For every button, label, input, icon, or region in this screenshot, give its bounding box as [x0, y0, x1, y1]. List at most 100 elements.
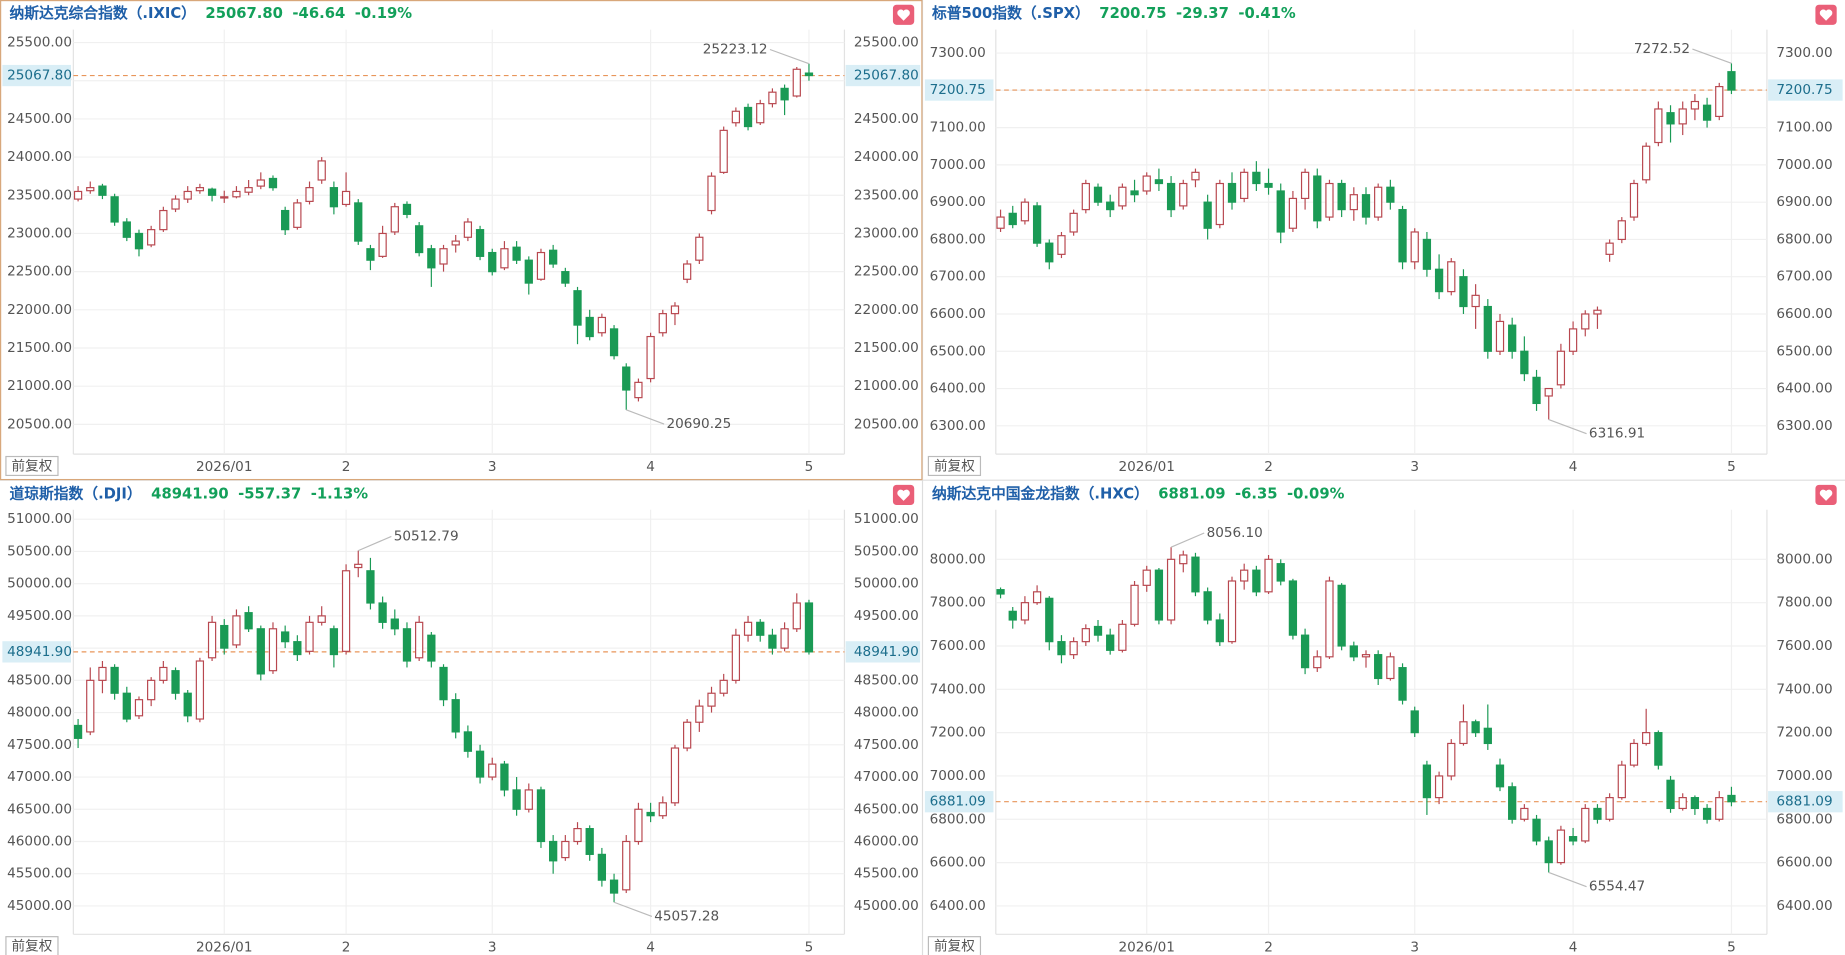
- y-tick-label-right: 6500.00: [1776, 343, 1832, 359]
- candle-body: [1276, 563, 1285, 582]
- candle-body: [293, 641, 302, 656]
- y-tick-label-right: 8000.00: [1776, 551, 1832, 567]
- candle-body: [1727, 71, 1736, 91]
- adjust-button-label[interactable]: 前复权: [934, 938, 975, 955]
- candle-body: [1252, 569, 1261, 593]
- candle-body: [1154, 569, 1164, 621]
- candle-body: [1325, 580, 1334, 658]
- y-tick-label: 23000.00: [7, 225, 72, 241]
- candle-body: [1471, 294, 1480, 308]
- candle-body: [1142, 175, 1151, 192]
- candle-body: [585, 316, 594, 338]
- candle-body: [1337, 182, 1346, 211]
- y-tick-label: 22500.00: [7, 264, 72, 280]
- candle-body: [1264, 182, 1273, 188]
- adjust-button-bg[interactable]: [5, 936, 59, 955]
- chart-panel: 6300.00 6300.00 6400.00 6400.00 6500.00 6500.…: [924, 4, 1843, 477]
- header-change-percent: -0.41%: [1238, 5, 1296, 22]
- x-tick-label: 4: [646, 939, 655, 955]
- last-price-tag-bg: [1768, 79, 1843, 101]
- candle-body: [1118, 623, 1127, 651]
- candle-body: [731, 634, 741, 681]
- favorite-button[interactable]: [892, 4, 915, 25]
- candle-body: [232, 615, 241, 646]
- candle-body: [1045, 242, 1054, 263]
- candle-body: [98, 666, 107, 681]
- candle-body: [1508, 324, 1517, 352]
- y-tick-label-right: 6700.00: [1776, 269, 1832, 285]
- candle-body: [536, 251, 546, 280]
- candle-body: [658, 313, 667, 334]
- favorite-heart[interactable]: [897, 489, 910, 501]
- candle-body: [73, 724, 83, 739]
- candle-body: [232, 190, 241, 198]
- candle-body: [1495, 320, 1505, 352]
- candle-body: [183, 692, 192, 717]
- header-price: 6881.09: [1158, 485, 1225, 502]
- adjust-button-label[interactable]: 前复权: [934, 458, 975, 475]
- adjust-button[interactable]: 前复权: [927, 455, 982, 477]
- y-tick-label-right: 20500.00: [854, 416, 919, 432]
- candle-body: [1349, 194, 1358, 211]
- x-tick-label: 2: [1264, 459, 1273, 475]
- adjust-button-label[interactable]: 前复权: [12, 458, 53, 475]
- x-tick-label: 2026/01: [196, 459, 252, 475]
- candle-body: [1032, 205, 1042, 244]
- y-tick-label: 6600.00: [930, 306, 986, 322]
- y-tick-label-right: 7100.00: [1776, 120, 1832, 136]
- candle-body: [1422, 238, 1432, 270]
- adjust-button-label[interactable]: 前复权: [12, 938, 53, 955]
- favorite-heart[interactable]: [1819, 489, 1833, 501]
- candle-body: [1532, 376, 1541, 405]
- adjust-button[interactable]: 前复权: [5, 936, 59, 955]
- candle-body: [451, 240, 460, 246]
- candle-body: [780, 87, 789, 101]
- y-tick-label: 20500.00: [7, 416, 72, 432]
- candle-body: [1568, 836, 1578, 842]
- y-tick-label: 23500.00: [7, 187, 72, 203]
- favorite-heart[interactable]: [1819, 9, 1833, 21]
- y-tick-label: 21000.00: [7, 378, 72, 394]
- adjust-button[interactable]: 前复权: [5, 455, 59, 477]
- x-tick-label: 3: [1410, 459, 1419, 475]
- y-tick-label-right: 50500.00: [854, 543, 919, 559]
- candle-body: [1008, 610, 1017, 621]
- candle-body: [561, 271, 570, 284]
- candle-body: [1398, 667, 1407, 701]
- candle-body: [1106, 634, 1115, 651]
- y-tick-label: 45000.00: [7, 898, 72, 914]
- high-annotation: 7272.52: [1634, 41, 1690, 57]
- candle-body: [1410, 710, 1419, 734]
- candle-body: [86, 679, 95, 733]
- candle-body: [305, 621, 314, 652]
- adjust-button-bg[interactable]: [5, 455, 59, 477]
- favorite-heart[interactable]: [897, 9, 910, 21]
- x-tick-label: 2026/01: [1118, 459, 1174, 475]
- y-tick-label: 50000.00: [7, 576, 72, 592]
- candle-body: [305, 187, 314, 202]
- annotation-leader: [626, 409, 665, 425]
- adjust-button[interactable]: 前复权: [927, 936, 982, 955]
- candle-body: [996, 216, 1005, 229]
- y-tick-label-right: 48500.00: [854, 672, 919, 688]
- annotation-leader: [1548, 871, 1587, 888]
- y-tick-label: 51000.00: [7, 511, 72, 527]
- candle-body: [996, 589, 1005, 595]
- candle-body: [293, 202, 302, 228]
- candle-body: [1337, 584, 1346, 647]
- favorite-button[interactable]: [892, 484, 915, 505]
- candle-body: [585, 828, 594, 855]
- candle-body: [341, 570, 351, 652]
- y-tick-label-right: 6600.00: [1776, 306, 1832, 322]
- favorite-button[interactable]: [1815, 484, 1837, 505]
- y-tick-label-right: 6800.00: [1776, 231, 1832, 247]
- candle-body: [1568, 328, 1578, 352]
- header-change: -46.64: [292, 5, 345, 22]
- adjust-button-bg[interactable]: [927, 455, 982, 477]
- candle-body: [171, 198, 180, 210]
- y-tick-label-right: 46000.00: [854, 833, 919, 849]
- favorite-button[interactable]: [1815, 4, 1837, 25]
- y-tick-label-right: 45000.00: [854, 898, 919, 914]
- adjust-button-bg[interactable]: [927, 936, 982, 955]
- y-tick-label: 6400.00: [930, 381, 986, 397]
